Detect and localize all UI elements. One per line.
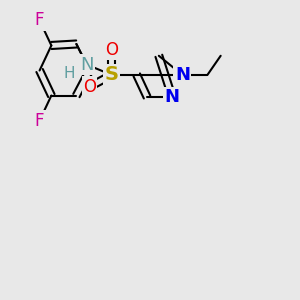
Text: O: O	[83, 78, 96, 96]
Text: N: N	[165, 88, 180, 106]
Text: N: N	[80, 56, 93, 74]
Text: S: S	[105, 65, 119, 84]
Text: F: F	[35, 11, 44, 29]
Text: O: O	[105, 41, 118, 59]
Text: H: H	[63, 66, 75, 81]
Text: H: H	[63, 66, 75, 81]
Text: N: N	[175, 66, 190, 84]
Text: F: F	[35, 112, 44, 130]
